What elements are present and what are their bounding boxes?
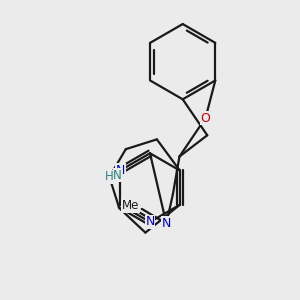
Text: N: N xyxy=(113,169,122,182)
Text: N: N xyxy=(162,217,171,230)
Text: H: H xyxy=(105,170,114,184)
Text: O: O xyxy=(200,112,210,124)
Text: N: N xyxy=(145,215,155,229)
Text: Me: Me xyxy=(122,199,139,212)
Text: N: N xyxy=(116,164,125,177)
